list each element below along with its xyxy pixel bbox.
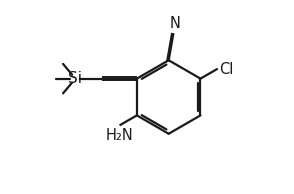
Text: Cl: Cl — [219, 62, 233, 77]
Text: Si: Si — [69, 71, 82, 86]
Text: N: N — [170, 16, 181, 31]
Text: H₂N: H₂N — [106, 128, 133, 143]
